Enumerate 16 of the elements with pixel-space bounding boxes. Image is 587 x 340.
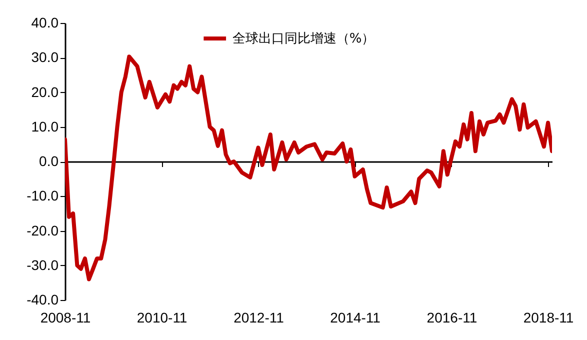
- x-tick-label: 2008-11: [40, 310, 91, 326]
- y-tick-label: 10.0: [31, 118, 59, 134]
- x-tick-label: 2016-11: [426, 310, 478, 326]
- y-tick-label: -10.0: [26, 188, 59, 204]
- y-tick-label: 40.0: [31, 14, 59, 30]
- y-tick-label: -30.0: [26, 256, 59, 273]
- y-tick-label: -40.0: [26, 292, 59, 308]
- y-tick-label: -20.0: [26, 222, 59, 238]
- legend-label: 全球出口同比增速（%）: [232, 32, 375, 46]
- x-tick-label: 2018-11: [523, 310, 574, 326]
- y-tick-label: 30.0: [31, 49, 59, 66]
- x-tick-label: 2014-11: [330, 310, 381, 326]
- y-tick-label: 20.0: [31, 84, 59, 100]
- x-tick-label: 2012-11: [234, 310, 284, 326]
- y-tick-label: 0.0: [39, 153, 59, 169]
- x-tick-label: 2010-11: [136, 310, 188, 326]
